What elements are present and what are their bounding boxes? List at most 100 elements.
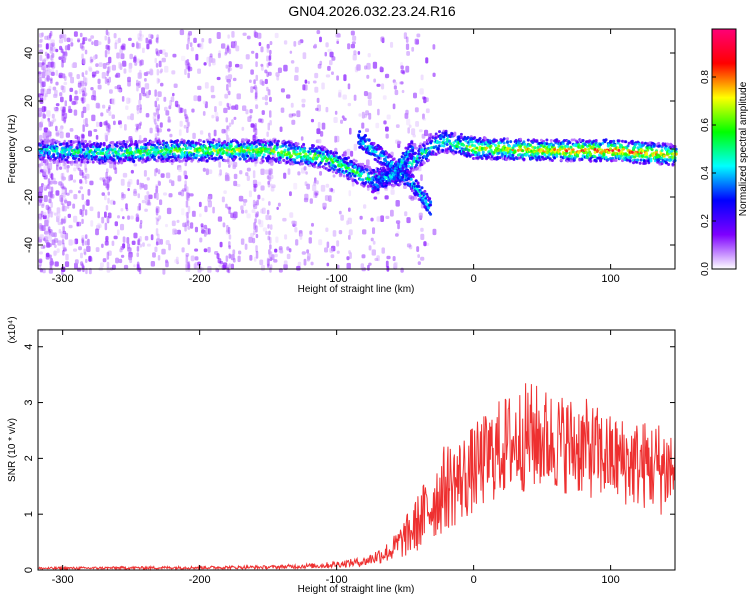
heatmap-cell [246,35,251,40]
heatmap-cell [140,34,144,38]
heatmap-cell [63,117,66,123]
heatmap-cell [416,246,420,252]
heatmap-cell [267,122,270,131]
heatmap-cell [252,199,256,208]
heatmap-cell [113,120,116,126]
heatmap-cell [50,258,53,263]
heatmap-cell [412,182,416,186]
heatmap-cell [248,236,253,243]
heatmap-cell [213,129,217,137]
heatmap-cell [453,131,457,135]
heatmap-cell [426,142,429,146]
heatmap-cell [393,85,397,90]
heatmap-cell [60,184,65,189]
heatmap-cell [104,132,107,140]
heatmap-cell [61,182,64,189]
heatmap-cell [222,262,228,269]
heatmap-cell [75,160,79,164]
heatmap-cell [205,168,209,176]
heatmap-cell [155,206,160,214]
heatmap-cell [194,226,199,233]
heatmap-cell [154,133,158,140]
heatmap-cell [44,77,49,82]
heatmap-cell [46,252,50,258]
heatmap-cell [317,121,321,129]
heatmap-cell [279,160,283,164]
heatmap-cell [64,75,67,81]
heatmap-cell [321,82,325,90]
heatmap-cell [119,123,123,129]
heatmap-cell [106,176,111,183]
heatmap-cell [47,131,52,137]
heatmap-cell [432,44,436,50]
heatmap-cell [372,61,378,69]
heatmap-cell [255,250,259,259]
heatmap-cell [671,152,675,156]
heatmap-cell [116,52,120,59]
heatmap-cell [219,241,223,248]
heatmap-cell [63,81,68,86]
heatmap-cell [226,45,230,53]
heatmap-cell [350,43,356,49]
heatmap-cell [63,119,66,124]
heatmap-cell [227,125,230,132]
heatmap-cell [173,83,178,89]
heatmap-cell [250,123,255,128]
heatmap-cell [337,264,340,270]
heatmap-cell [275,146,279,149]
heatmap-cell [61,192,64,198]
heatmap-cell [228,61,232,68]
heatmap-cell [253,30,257,38]
heatmap-cell [177,229,181,235]
heatmap-cell [74,90,78,95]
heatmap-cell [160,173,165,178]
heatmap-cell [199,42,204,50]
heatmap-cell [350,30,355,36]
heatmap-cell [44,219,49,227]
heatmap-cell [366,159,370,166]
heatmap-cell [219,169,222,176]
heatmap-cell [107,197,110,204]
heatmap-cell [83,119,86,124]
heatmap-cell [246,167,251,172]
heatmap-cell [134,127,139,133]
heatmap-cell [158,181,161,186]
heatmap-cell [114,221,119,227]
heatmap-cell [359,215,363,220]
heatmap-cell [44,159,49,166]
heatmap-cell [168,179,172,184]
heatmap-cell [295,239,299,246]
heatmap-cell [411,128,416,136]
heatmap-cell [341,153,345,157]
heatmap-cell [204,205,208,213]
heatmap-cell [156,159,160,163]
heatmap-cell [187,139,190,143]
heatmap-cell [66,155,70,159]
heatmap-cell [154,100,157,108]
heatmap-cell [256,199,259,206]
heatmap-cell [367,53,371,58]
heatmap-cell [76,221,82,227]
heatmap-cell [55,81,59,86]
heatmap-cell [157,113,160,119]
heatmap-cell [255,233,259,239]
heatmap-cell [264,95,268,101]
heatmap-cell [192,132,196,140]
heatmap-cell [159,49,163,54]
heatmap-cell [57,240,62,246]
heatmap-cell [64,50,68,56]
heatmap-cell [155,185,159,194]
heatmap-cell [228,122,232,127]
heatmap-cell [68,239,73,246]
heatmap-cell [365,110,369,116]
heatmap-cell [69,73,72,78]
heatmap-cell [416,166,420,170]
heatmap-cell [580,158,584,161]
heatmap-cell [220,43,225,50]
heatmap-cell [257,219,261,225]
heatmap-cell [308,237,312,244]
heatmap-cell [231,119,234,125]
heatmap-cell [104,222,108,231]
heatmap-cell [302,84,306,91]
heatmap-cell [338,172,343,178]
